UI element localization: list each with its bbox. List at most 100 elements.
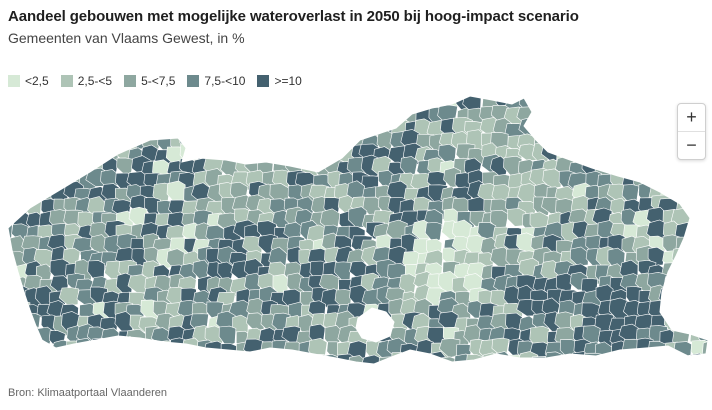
- zoom-out-button[interactable]: −: [678, 131, 705, 159]
- municipality[interactable]: [643, 362, 663, 380]
- municipality[interactable]: [216, 102, 237, 125]
- municipality[interactable]: [283, 133, 304, 157]
- municipality[interactable]: [608, 117, 628, 142]
- municipality[interactable]: [377, 92, 398, 113]
- municipality[interactable]: [364, 95, 382, 116]
- municipality[interactable]: [323, 367, 339, 380]
- municipality[interactable]: [179, 352, 201, 370]
- municipality[interactable]: [247, 92, 266, 112]
- municipality[interactable]: [336, 365, 355, 381]
- municipality[interactable]: [243, 338, 264, 359]
- municipality[interactable]: [597, 353, 619, 375]
- municipality[interactable]: [672, 168, 689, 190]
- municipality[interactable]: [129, 121, 147, 140]
- municipality[interactable]: [631, 355, 652, 376]
- municipality[interactable]: [142, 110, 161, 131]
- municipality[interactable]: [690, 236, 710, 256]
- municipality[interactable]: [0, 370, 16, 380]
- municipality[interactable]: [257, 96, 277, 117]
- municipality[interactable]: [559, 363, 580, 380]
- municipality[interactable]: [598, 121, 616, 142]
- municipality[interactable]: [595, 366, 615, 380]
- municipality[interactable]: [190, 349, 211, 370]
- municipality[interactable]: [701, 303, 712, 324]
- municipality[interactable]: [542, 93, 563, 112]
- municipality[interactable]: [36, 159, 58, 182]
- municipality[interactable]: [209, 106, 227, 125]
- municipality[interactable]: [696, 184, 712, 205]
- municipality[interactable]: [220, 367, 237, 380]
- municipality[interactable]: [232, 127, 251, 150]
- municipality[interactable]: [568, 103, 585, 124]
- municipality[interactable]: [24, 369, 44, 381]
- municipality[interactable]: [285, 108, 307, 130]
- municipality[interactable]: [241, 365, 259, 380]
- municipality[interactable]: [35, 172, 56, 192]
- municipality[interactable]: [345, 94, 364, 116]
- municipality[interactable]: [496, 369, 514, 380]
- municipality[interactable]: [194, 93, 214, 112]
- legend-item-5[interactable]: >=10: [257, 74, 302, 88]
- municipality[interactable]: [294, 365, 314, 380]
- municipality[interactable]: [48, 105, 69, 128]
- municipality[interactable]: [542, 168, 563, 189]
- municipality[interactable]: [379, 367, 396, 380]
- municipality[interactable]: [686, 263, 704, 281]
- municipality[interactable]: [64, 131, 82, 152]
- municipality[interactable]: [218, 121, 238, 142]
- municipality[interactable]: [8, 120, 31, 143]
- municipality[interactable]: [295, 145, 317, 166]
- municipality[interactable]: [193, 368, 210, 380]
- municipality[interactable]: [73, 107, 96, 128]
- municipality[interactable]: [677, 299, 697, 322]
- municipality[interactable]: [652, 157, 670, 180]
- municipality[interactable]: [598, 92, 618, 113]
- municipality[interactable]: [151, 354, 173, 376]
- municipality[interactable]: [38, 144, 59, 167]
- municipality[interactable]: [675, 288, 693, 311]
- municipality[interactable]: [170, 367, 187, 380]
- municipality[interactable]: [232, 92, 253, 113]
- municipality[interactable]: [622, 357, 642, 375]
- choropleth-map[interactable]: [0, 90, 712, 380]
- municipality[interactable]: [169, 91, 187, 114]
- municipality[interactable]: [399, 342, 419, 364]
- municipality[interactable]: [505, 363, 527, 380]
- municipality[interactable]: [268, 133, 288, 155]
- municipality[interactable]: [180, 92, 202, 114]
- municipality[interactable]: [688, 303, 708, 324]
- municipality[interactable]: [555, 122, 574, 144]
- municipality[interactable]: [612, 106, 632, 128]
- municipality[interactable]: [321, 106, 341, 128]
- municipality[interactable]: [555, 92, 574, 115]
- municipality[interactable]: [402, 355, 422, 375]
- municipality[interactable]: [568, 119, 589, 139]
- municipality[interactable]: [63, 351, 82, 375]
- municipality[interactable]: [258, 135, 280, 157]
- municipality[interactable]: [698, 286, 712, 308]
- municipality[interactable]: [73, 145, 96, 165]
- municipality[interactable]: [674, 277, 695, 300]
- municipality[interactable]: [528, 365, 548, 381]
- municipality[interactable]: [696, 211, 712, 233]
- municipality[interactable]: [104, 368, 123, 380]
- municipality[interactable]: [390, 352, 409, 369]
- municipality[interactable]: [658, 286, 681, 309]
- municipality[interactable]: [23, 154, 44, 176]
- municipality[interactable]: [652, 146, 672, 166]
- municipality[interactable]: [128, 351, 148, 371]
- municipality[interactable]: [215, 130, 236, 153]
- municipality[interactable]: [221, 96, 239, 114]
- municipality[interactable]: [0, 187, 17, 208]
- municipality[interactable]: [322, 93, 342, 115]
- municipality[interactable]: [1, 147, 20, 168]
- municipality[interactable]: [631, 92, 652, 114]
- municipality[interactable]: [620, 146, 639, 170]
- municipality[interactable]: [698, 156, 712, 181]
- municipality[interactable]: [127, 365, 144, 380]
- municipality[interactable]: [10, 105, 30, 125]
- municipality[interactable]: [663, 365, 680, 380]
- municipality[interactable]: [26, 109, 45, 126]
- municipality[interactable]: [206, 353, 226, 373]
- municipality[interactable]: [0, 104, 18, 126]
